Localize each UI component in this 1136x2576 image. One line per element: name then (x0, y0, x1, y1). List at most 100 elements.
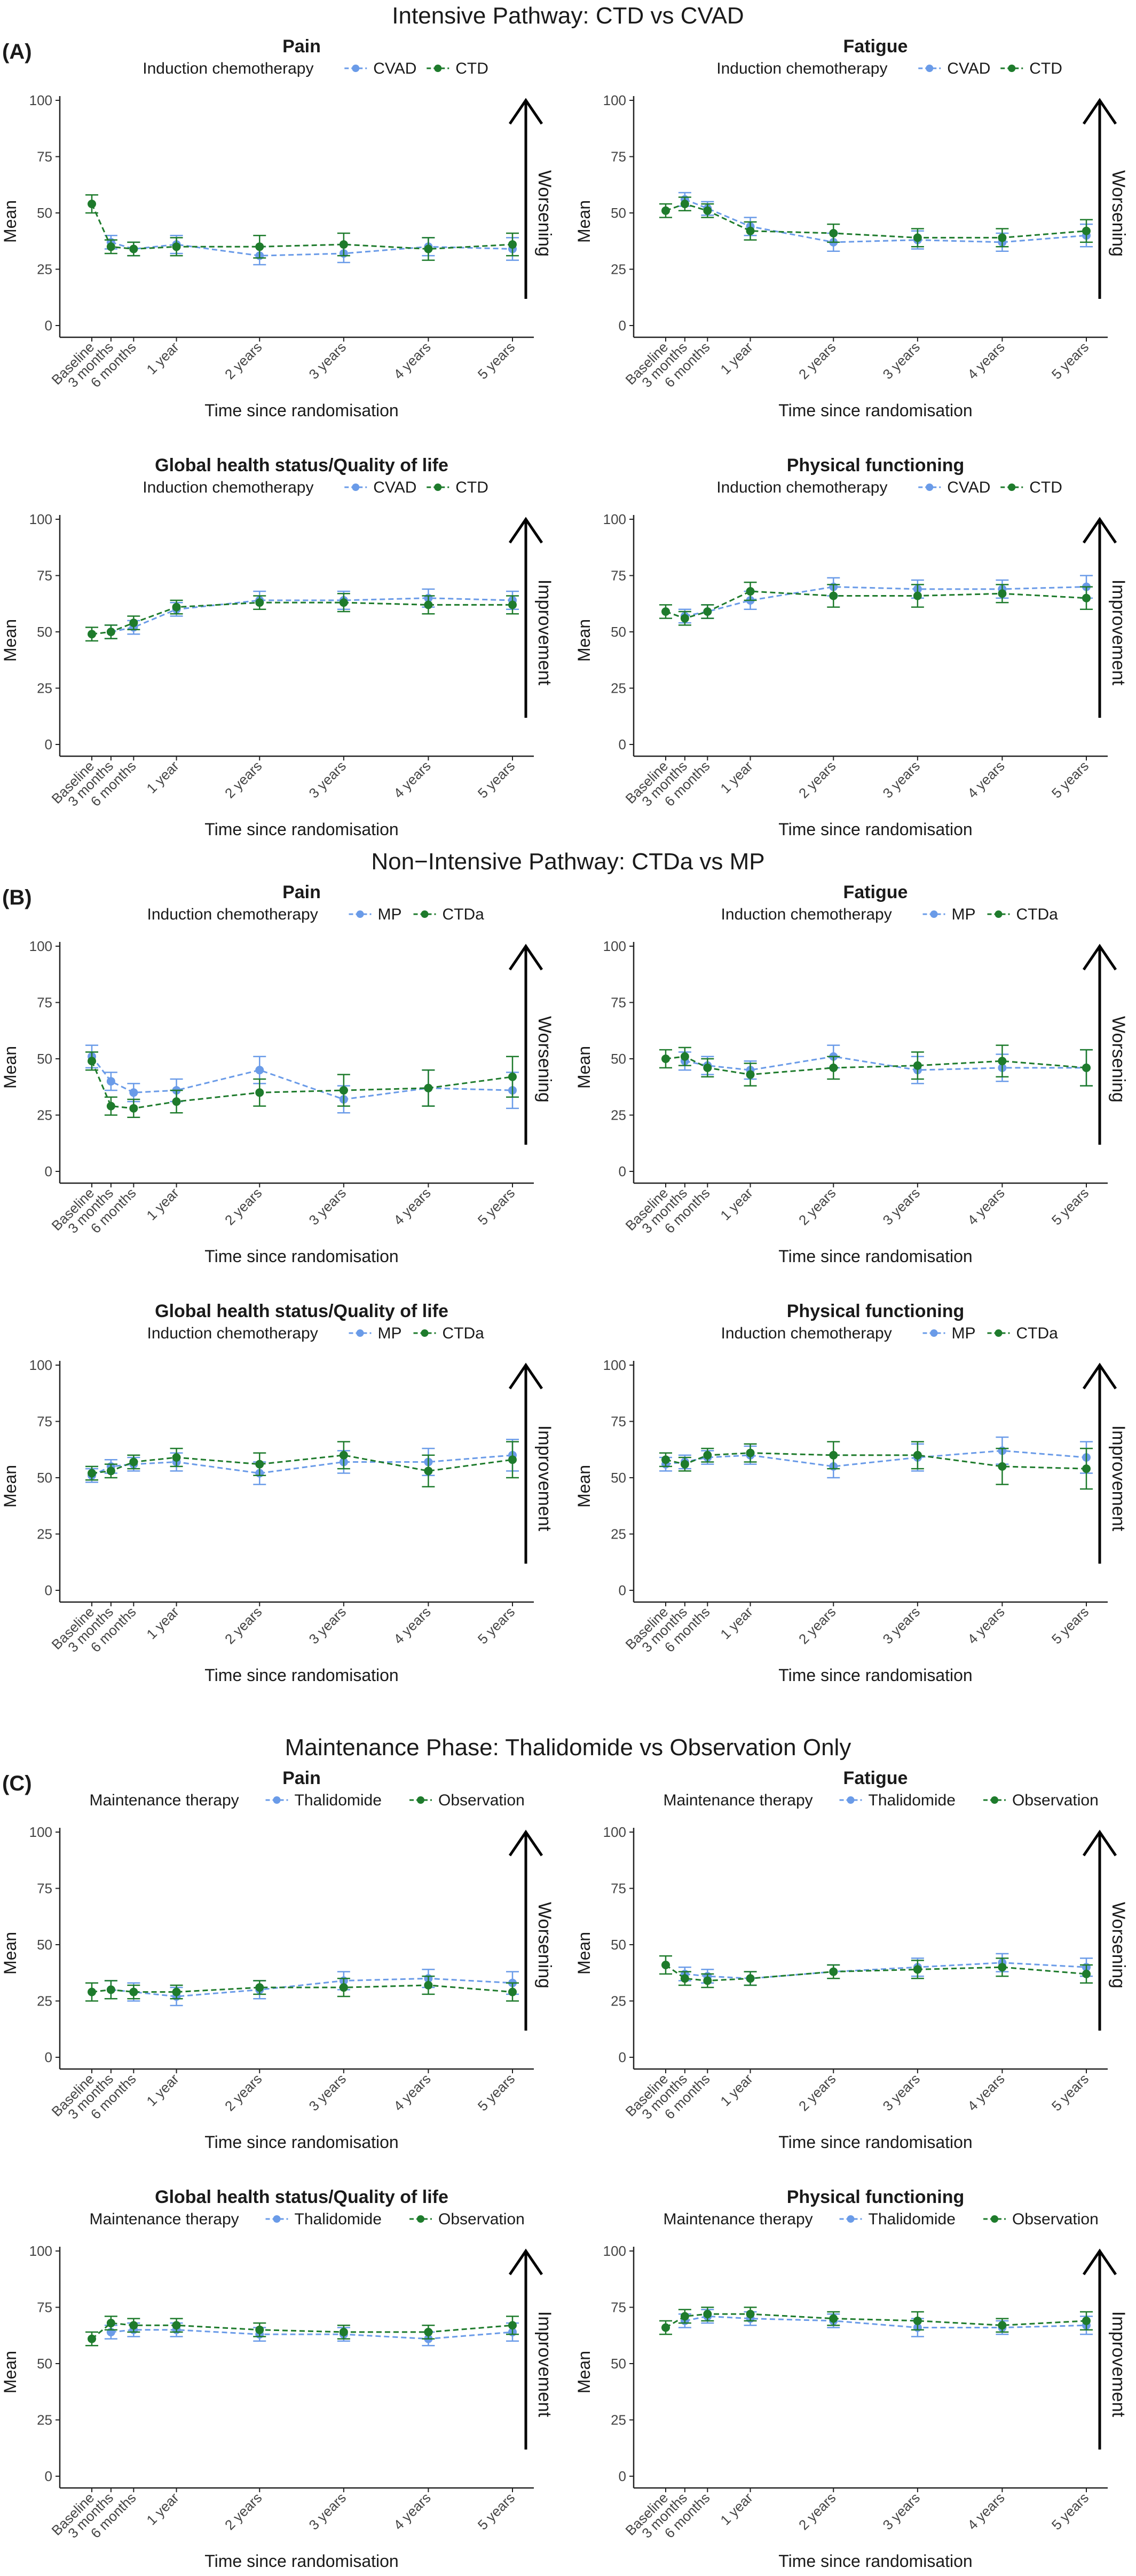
data-point (88, 1469, 96, 1478)
y-tick-label: 25 (611, 1107, 626, 1123)
legend-marker (356, 910, 364, 918)
data-point (1082, 2316, 1091, 2325)
y-axis-label: Mean (574, 200, 594, 243)
data-point (703, 607, 712, 616)
series-b (659, 2306, 1093, 2335)
x-axis-label: Time since randomisation (204, 1247, 398, 1266)
y-tick-label: 0 (619, 318, 626, 334)
panel-title: Global health status/Quality of life (155, 2187, 448, 2207)
series-a (678, 575, 1093, 624)
legend-marker (995, 910, 1003, 918)
direction-arrow: Improvement (1082, 517, 1129, 718)
y-tick-label: 50 (611, 205, 626, 221)
y-axis-label: Mean (1, 2351, 20, 2393)
legend-title: Induction chemotherapy (143, 479, 313, 496)
y-axis-label: Mean (1, 200, 20, 243)
data-point (339, 1086, 348, 1095)
data-point (998, 2321, 1007, 2330)
legend-label: MP (378, 1325, 402, 1342)
data-point (255, 1983, 264, 1992)
panel: Global health status/Quality of life Indu… (1, 1301, 555, 1685)
panel: Global health status/Quality of life Main… (1, 2187, 555, 2571)
x-tick-label: 1 year (717, 758, 756, 797)
legend-label: CTDa (1016, 906, 1059, 923)
panel: Pain Maintenance therapy Thalidomide Observ… (1, 1768, 555, 2152)
series-b (85, 1975, 519, 2002)
direction-arrow: Worsening (508, 944, 555, 1145)
series-b (659, 196, 1093, 248)
x-tick-label: 3 years (306, 1185, 350, 1228)
section-1: Intensive Pathway: CTD vs CVAD (A) Pain Ind… (1, 3, 1129, 839)
legend-label: CTD (1029, 60, 1062, 77)
data-point (424, 2327, 433, 2336)
series-line (91, 601, 512, 635)
data-point (680, 1052, 689, 1061)
y-tick-label: 100 (603, 1357, 626, 1373)
arrow-label: Improvement (534, 580, 555, 686)
legend-marker (421, 910, 429, 918)
x-tick-label: 3 years (880, 2071, 924, 2114)
x-tick-label: 5 years (475, 339, 518, 383)
data-point (255, 1066, 264, 1075)
x-tick-label: 5 years (475, 2071, 518, 2114)
data-point (339, 1451, 348, 1460)
y-tick-label: 0 (619, 1582, 626, 1598)
data-point (508, 1455, 517, 1464)
data-point (829, 1967, 838, 1976)
series-b (85, 194, 519, 261)
y-tick-label: 50 (611, 1051, 626, 1067)
y-tick-label: 100 (603, 2243, 626, 2259)
data-point (424, 1467, 433, 1476)
x-tick-label: 1 year (717, 2490, 756, 2529)
legend-title: Maintenance therapy (90, 1792, 239, 1809)
y-tick-label: 0 (619, 736, 626, 752)
y-tick-label: 100 (29, 2243, 52, 2259)
series-line (665, 2313, 1087, 2328)
section-letter: (C) (2, 1772, 32, 1795)
x-tick-label: 5 years (1048, 1185, 1092, 1228)
legend-label: CVAD (373, 479, 416, 496)
data-point (255, 1460, 264, 1469)
x-tick-label: 2 years (222, 339, 265, 383)
section-letter: (B) (2, 886, 32, 909)
x-tick-label: 2 years (222, 2071, 265, 2114)
x-tick-label: 3 years (880, 1604, 924, 1647)
arrow-label: Worsening (1108, 1902, 1129, 1988)
series-line (91, 1454, 513, 1475)
x-tick-label: 1 year (143, 1185, 182, 1224)
panel-title: Fatigue (843, 1768, 908, 1788)
direction-arrow: Worsening (1082, 98, 1129, 299)
y-tick-label: 50 (37, 1470, 52, 1486)
x-tick-label: 3 years (880, 339, 924, 383)
series-line (665, 590, 1087, 620)
legend-title: Induction chemotherapy (147, 1325, 318, 1342)
x-tick-label: 4 years (964, 2490, 1008, 2533)
data-point (339, 240, 348, 249)
arrow-label: Worsening (534, 1016, 555, 1103)
legend-title: Induction chemotherapy (721, 1325, 892, 1342)
series-line (665, 1449, 1087, 1468)
legend-marker (847, 1796, 855, 1804)
y-tick-label: 0 (45, 2049, 52, 2065)
y-tick-label: 75 (611, 2300, 626, 2316)
legend-marker (847, 2215, 855, 2223)
section-title: Intensive Pathway: CTD vs CVAD (392, 3, 744, 29)
series-line (665, 1056, 1087, 1076)
data-point (106, 628, 115, 636)
y-tick-label: 75 (37, 1414, 52, 1430)
x-tick-label: 2 years (222, 1185, 265, 1228)
data-point (88, 200, 96, 209)
direction-arrow: Improvement (1082, 2248, 1129, 2450)
y-tick-label: 75 (611, 1414, 626, 1430)
data-point (703, 2310, 712, 2319)
direction-arrow: Worsening (508, 98, 555, 299)
x-tick-label: 5 years (1048, 339, 1092, 383)
data-point (703, 206, 712, 215)
y-tick-label: 75 (611, 995, 626, 1011)
data-point (1082, 1969, 1091, 1978)
series-b (659, 1955, 1093, 1988)
series-b (659, 581, 1093, 626)
panel: Physical functioning Induction chemothera… (574, 1301, 1129, 1685)
legend-label: CTD (455, 60, 488, 77)
series-line (91, 1984, 513, 1993)
